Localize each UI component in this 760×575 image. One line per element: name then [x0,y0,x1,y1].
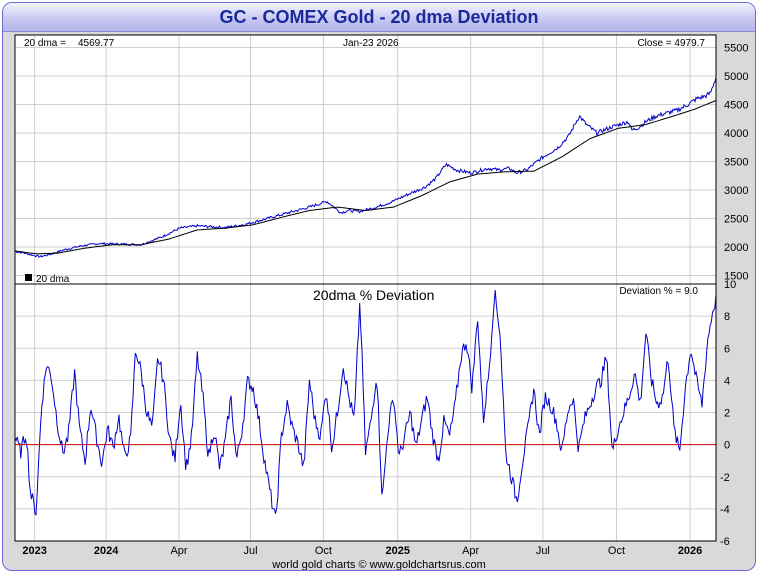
dev-tick-label-2: 2 [724,408,730,420]
x-tick-label-6: Apr [462,545,479,557]
close-readout: Close = 4979.7 [637,38,705,49]
x-tick-label-5: 2025 [386,545,410,557]
x-tick-label-7: Jul [536,545,550,557]
dev-tick-label-8: 8 [724,311,730,323]
price-tick-label-1500: 1500 [724,270,748,282]
chart-title: GC - COMEX Gold - 20 dma Deviation [3,3,755,32]
header-date: Jan-23 2026 [343,38,399,49]
x-tick-label-8: Oct [608,545,625,557]
dma-value: 4569.77 [78,38,115,49]
legend-dma-label: 20 dma [36,274,70,285]
deviation-readout: Deviation % = 9.0 [619,286,698,297]
chart-footer: world gold charts © www.goldchartsrus.co… [272,559,486,571]
dev-tick-label-4: 4 [724,375,730,387]
price-tick-label-2500: 2500 [724,213,748,225]
dev-tick-label-10: 10 [724,279,736,291]
dev-tick-label--2: -2 [720,472,730,484]
price-tick-label-3000: 3000 [724,185,748,197]
x-tick-label-1: 2024 [94,545,119,557]
price-tick-label-3500: 3500 [724,156,748,168]
price-tick-label-5000: 5000 [724,71,748,83]
x-tick-label-4: Oct [315,545,332,557]
x-tick-label-9: 2026 [678,545,702,557]
price-tick-label-4000: 4000 [724,128,748,140]
dev-tick-label--6: -6 [720,536,730,548]
x-tick-label-2: Apr [170,545,187,557]
dev-tick-label-0: 0 [724,440,730,452]
dev-tick-label-6: 6 [724,343,730,355]
price-tick-label-4500: 4500 [724,100,748,112]
x-tick-label-0: 2023 [22,545,46,557]
price-tick-label-5500: 5500 [724,43,748,55]
deviation-title: 20dma % Deviation [313,287,434,303]
x-tick-label-3: Jul [244,545,258,557]
dev-tick-label--4: -4 [720,504,730,516]
deviation-line [14,290,717,516]
deviation-panel-border [14,283,717,542]
price-tick-label-2000: 2000 [724,242,748,254]
dma-label: 20 dma = [24,38,66,49]
legend-dma-swatch [25,274,32,281]
price-20dma-line [14,100,717,255]
